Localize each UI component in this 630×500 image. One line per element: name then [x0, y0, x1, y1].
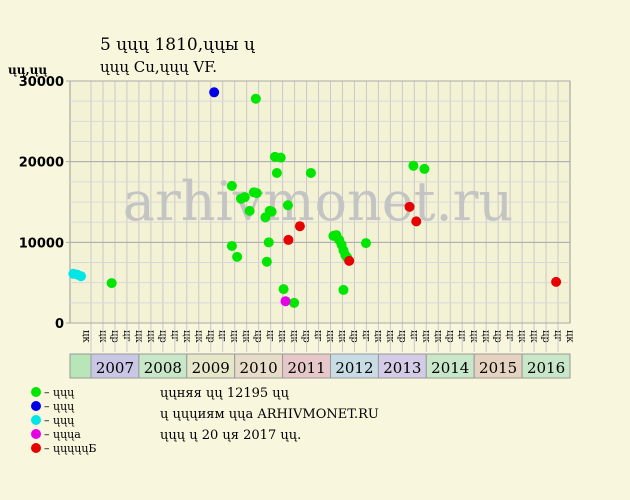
legend-label: – ųųų [44, 386, 75, 399]
year-cell [90, 353, 140, 379]
year-cell [186, 353, 236, 379]
data-point [266, 206, 277, 217]
data-point [289, 297, 300, 308]
data-point [551, 276, 562, 287]
data-point [261, 256, 272, 267]
footer-text: ųųų ų 20 ųя 2017 ųų. [160, 428, 301, 443]
data-point [232, 251, 243, 262]
data-point [283, 234, 294, 245]
year-cell [234, 353, 284, 379]
data-point [263, 237, 274, 248]
year-label: 2011 [287, 359, 325, 377]
year-cell [377, 353, 427, 379]
data-point [251, 188, 262, 199]
year-cell [282, 353, 332, 379]
data-point [209, 87, 220, 98]
year-first-cell [69, 353, 92, 379]
year-cell [521, 353, 571, 379]
year-cell [138, 353, 188, 379]
year-label: 2015 [479, 359, 517, 377]
data-point [106, 278, 117, 289]
column-label: цк [564, 330, 575, 343]
y-axis-label: ųų,ųų [8, 63, 47, 77]
data-point [338, 284, 349, 295]
data-point [408, 160, 419, 171]
year-label: 2007 [96, 359, 134, 377]
data-point [305, 167, 316, 178]
legend-label: – ųųųа [44, 428, 81, 441]
data-point [360, 238, 371, 249]
legend-marker [31, 401, 41, 411]
year-cell [473, 353, 523, 379]
y-tick-label: 30000 [19, 75, 64, 90]
data-point [419, 163, 430, 174]
year-label: 2009 [192, 359, 230, 377]
data-point [282, 200, 293, 211]
column-label: цк [81, 330, 92, 343]
data-point [344, 255, 355, 266]
legend-marker [31, 429, 41, 439]
year-label: 2010 [240, 359, 278, 377]
year-label: 2016 [527, 359, 565, 377]
chart-title: 5 ųųų 1810,ųųы ų [100, 35, 255, 55]
year-label: 2008 [144, 359, 182, 377]
y-tick-label: 0 [55, 317, 64, 332]
legend-marker [31, 415, 41, 425]
footer-text: ųųняя ųų 12195 ųų [160, 386, 290, 401]
y-tick-label: 10000 [19, 236, 64, 251]
data-point [278, 284, 289, 295]
year-label: 2012 [335, 359, 373, 377]
legend-label: – ųųųųųБ [44, 442, 97, 455]
data-point [76, 271, 87, 282]
data-point [244, 205, 255, 216]
data-point [226, 240, 237, 251]
data-point [239, 192, 250, 203]
data-point [294, 221, 305, 232]
data-point [250, 93, 261, 104]
legend-label: – ųųų [44, 400, 75, 413]
data-point [404, 201, 415, 212]
chart-subtitle: ųųų Cu,ųųų VF. [100, 58, 217, 76]
year-label: 2014 [431, 359, 469, 377]
legend-label: – ųųų [44, 414, 75, 427]
data-point [280, 296, 291, 307]
legend-marker [31, 387, 41, 397]
data-point [226, 180, 237, 191]
data-point [411, 216, 422, 227]
footer-text: ų ųųųиям ųųа ARHIVMONET.RU [160, 407, 379, 422]
year-cell [425, 353, 475, 379]
legend-marker [31, 443, 41, 453]
watermark: arhivmonet.ru [123, 170, 513, 233]
year-label: 2013 [383, 359, 421, 377]
data-point [271, 167, 282, 178]
y-tick-label: 20000 [19, 156, 64, 171]
data-point [275, 152, 286, 163]
